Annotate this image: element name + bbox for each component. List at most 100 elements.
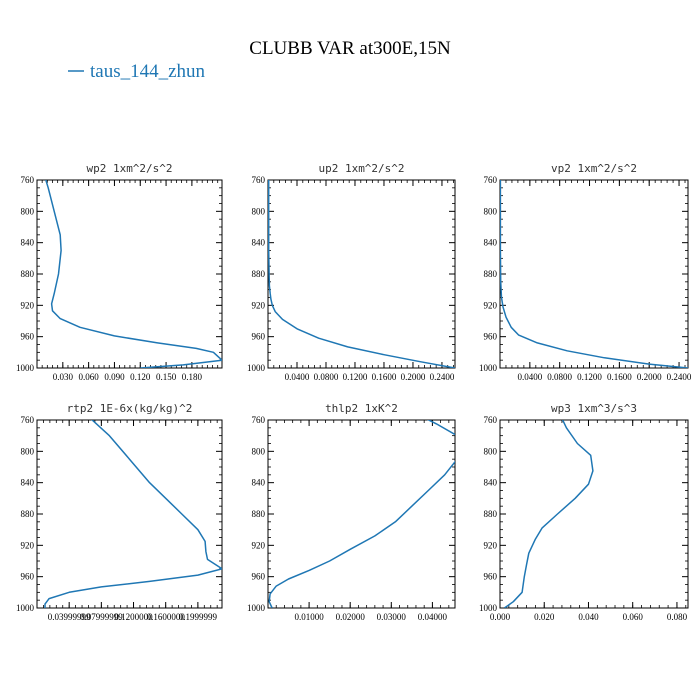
x-tick-label: 0.2400 [667, 372, 692, 382]
y-tick-label: 760 [252, 175, 266, 185]
y-tick-label: 960 [252, 332, 266, 342]
y-tick-label: 960 [484, 332, 498, 342]
y-tick-label: 920 [252, 540, 266, 550]
y-tick-label: 960 [21, 572, 35, 582]
x-tick-label: 0.0400 [285, 372, 310, 382]
x-tick-label: 0.090 [104, 372, 125, 382]
y-tick-label: 800 [484, 206, 498, 216]
y-tick-label: 920 [484, 300, 498, 310]
x-tick-label: 0.01000 [294, 612, 324, 622]
y-tick-label: 880 [484, 269, 498, 279]
x-tick-label: 0.020 [534, 612, 555, 622]
x-tick-label: 0.060 [623, 612, 644, 622]
y-tick-label: 880 [252, 509, 266, 519]
panel-title: rtp2 1E-6x(kg/kg)^2 [67, 402, 193, 415]
panel-title: wp3 1xm^3/s^3 [551, 402, 637, 415]
panel-vp2: vp2 1xm^2/s^2 760 800 840 880 920 960 1000 0.040… [479, 162, 692, 382]
x-tick-label: 0.1200000 [114, 612, 153, 622]
y-tick-label: 920 [21, 300, 35, 310]
y-tick-label: 1000 [16, 603, 35, 613]
y-tick-label: 800 [252, 446, 266, 456]
y-tick-label: 840 [484, 478, 498, 488]
x-tick-label: 0.1600000 [147, 612, 186, 622]
x-tick-label: 0.1600 [607, 372, 632, 382]
series-line-wp3 [503, 420, 594, 608]
y-tick-label: 760 [484, 175, 498, 185]
x-tick-label: 0.2000 [637, 372, 662, 382]
series-line-rtp2 [44, 420, 222, 608]
y-tick-label: 960 [21, 332, 35, 342]
y-tick-label: 760 [21, 175, 35, 185]
panels: wp2 1xm^2/s^2 760 800 840 880 920 960 1000 0.030… [16, 162, 692, 622]
legend: taus_144_zhun [68, 61, 206, 82]
x-tick-label: 0.1600 [372, 372, 397, 382]
panel-thlp2: thlp2 1xK^2 760 800 840 880 920 960 1000 0.01000… [247, 402, 456, 622]
series-line-vp2 [500, 180, 688, 368]
x-tick-label: 0.0800 [547, 372, 572, 382]
panel-rtp2: rtp2 1E-6x(kg/kg)^2 760 800 840 880 920 960 100… [16, 402, 223, 622]
y-tick-label: 960 [484, 572, 498, 582]
x-tick-label: 0.07999999 [80, 612, 123, 622]
x-tick-label: 0.180 [182, 372, 203, 382]
y-tick-label: 840 [252, 478, 266, 488]
panel-up2: up2 1xm^2/s^2 760 800 840 880 920 960 1000 0.040… [247, 162, 456, 382]
plot-frame [499, 419, 689, 609]
series-line-thlp2 [268, 420, 455, 608]
x-tick-label: 0.03000 [377, 612, 407, 622]
y-tick-label: 800 [21, 446, 35, 456]
x-tick-label: 0.000 [490, 612, 511, 622]
y-tick-label: 880 [21, 269, 35, 279]
panel-title: up2 1xm^2/s^2 [318, 162, 404, 175]
figure-title: CLUBB VAR at300E,15N [249, 38, 451, 59]
x-tick-label: 0.0400 [517, 372, 542, 382]
panel-wp2: wp2 1xm^2/s^2 760 800 840 880 920 960 1000 0.030… [16, 162, 223, 382]
legend-label: taus_144_zhun [90, 61, 206, 82]
y-tick-label: 880 [21, 509, 35, 519]
y-tick-label: 1000 [479, 603, 498, 613]
y-tick-label: 840 [21, 478, 35, 488]
y-tick-label: 960 [252, 572, 266, 582]
x-tick-label: 0.080 [667, 612, 688, 622]
x-tick-label: 0.02000 [336, 612, 366, 622]
x-tick-label: 0.120 [130, 372, 151, 382]
series-line-wp2 [45, 180, 222, 368]
y-tick-label: 840 [252, 238, 266, 248]
y-tick-label: 1000 [247, 363, 266, 373]
y-tick-label: 920 [252, 300, 266, 310]
y-tick-label: 800 [252, 206, 266, 216]
plot-frame [36, 179, 223, 369]
x-tick-label: 0.1200 [343, 372, 368, 382]
x-tick-label: 0.04000 [418, 612, 448, 622]
y-tick-label: 800 [21, 206, 35, 216]
series-line-up2 [268, 180, 455, 368]
y-tick-label: 1000 [16, 363, 35, 373]
x-tick-label: 0.2000 [401, 372, 426, 382]
panel-wp3: wp3 1xm^3/s^3 760 800 840 880 920 960 10000.000… [479, 402, 689, 622]
panel-title: thlp2 1xK^2 [325, 402, 398, 415]
x-tick-label: 0.03999999 [48, 612, 91, 622]
y-tick-label: 920 [21, 540, 35, 550]
y-tick-label: 760 [252, 415, 266, 425]
x-tick-label: 0.0800 [314, 372, 339, 382]
x-tick-label: 0.1999999 [179, 612, 218, 622]
plot-frame [267, 179, 456, 369]
y-tick-label: 1000 [247, 603, 266, 613]
x-tick-label: 0.060 [79, 372, 100, 382]
plot-frame [267, 419, 456, 609]
y-tick-label: 760 [484, 415, 498, 425]
y-tick-label: 880 [252, 269, 266, 279]
x-tick-label: 0.030 [53, 372, 74, 382]
panel-title: wp2 1xm^2/s^2 [86, 162, 172, 175]
y-tick-label: 880 [484, 509, 498, 519]
panel-title: vp2 1xm^2/s^2 [551, 162, 637, 175]
y-tick-label: 920 [484, 540, 498, 550]
y-tick-label: 840 [21, 238, 35, 248]
x-tick-label: 0.150 [156, 372, 177, 382]
y-tick-label: 800 [484, 446, 498, 456]
x-tick-label: 0.1200 [577, 372, 602, 382]
x-tick-label: 0.040 [578, 612, 599, 622]
y-tick-label: 1000 [479, 363, 498, 373]
y-tick-label: 760 [21, 415, 35, 425]
y-tick-label: 840 [484, 238, 498, 248]
